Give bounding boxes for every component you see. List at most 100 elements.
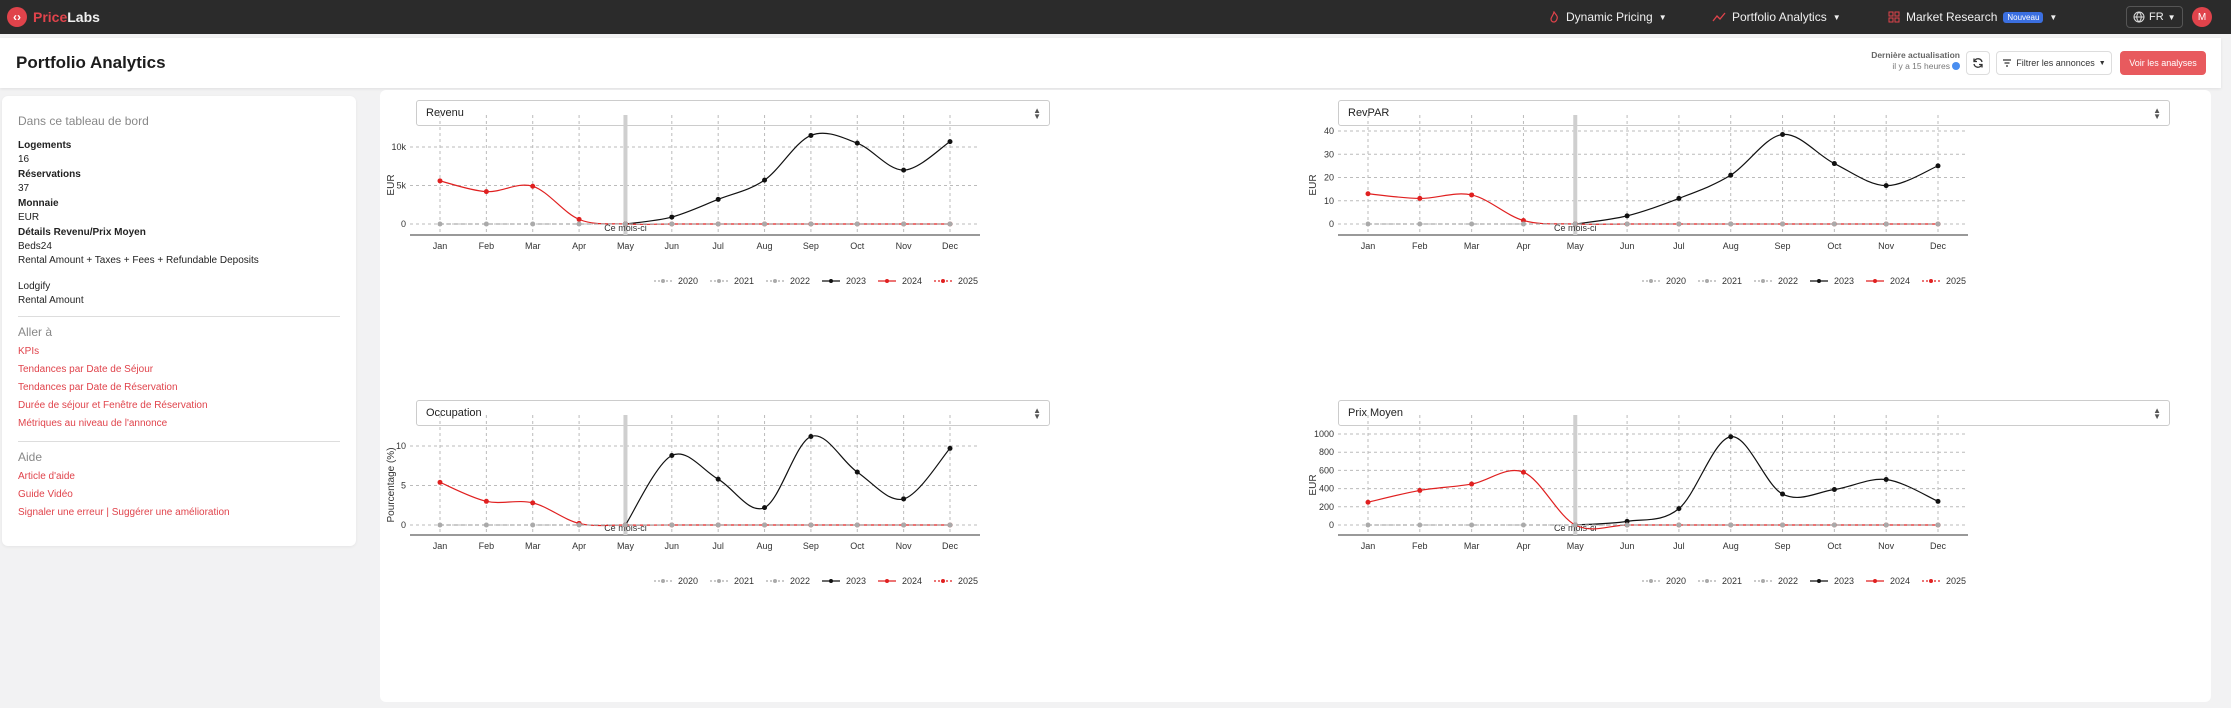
y-tick-label: 600 [1319,465,1334,475]
series-line-2024 [1367,470,1938,530]
data-point-2024 [1365,191,1371,197]
current-month-marker [623,415,628,535]
metric-select-label: RevPAR [1348,107,1390,119]
y-axis-label: Pourcentage (%) [386,447,397,522]
data-point-2023 [1624,518,1630,524]
legend-marker-2024 [1873,579,1877,583]
legend-marker-2021 [717,579,721,583]
legend-label-2023: 2023 [846,576,866,586]
filter-listings-label: Filtrer les annonces [2016,58,2095,68]
data-point-2025 [1572,522,1578,528]
data-point-2025 [622,522,628,528]
data-point-2024 [1469,192,1475,198]
monnaie-value: EUR [18,212,40,223]
data-point-2025 [1520,221,1526,227]
user-avatar[interactable]: M [2192,7,2212,27]
y-tick-label: 0 [401,520,406,530]
metric-select-label: Prix Moyen [1348,407,1404,419]
logo-icon: ‹› [7,7,27,27]
link-los-booking-window[interactable]: Durée de séjour et Fenêtre de Réservatio… [18,400,208,411]
data-point-2025 [1520,522,1526,528]
page-title: Portfolio Analytics [16,53,166,72]
x-tick-label: Feb [479,241,495,251]
data-point-2023 [1831,487,1837,493]
metric-select-revenue[interactable]: Revenu ▲ ▼ [416,100,1050,126]
data-point-2024 [483,498,489,504]
x-tick-label: Apr [1516,241,1530,251]
nav-dynamic-pricing[interactable]: Dynamic Pricing ▼ [1548,0,1667,34]
current-month-marker [623,115,628,235]
metric-select-avg-price[interactable]: Prix Moyen ▲ ▼ [1338,400,2170,426]
data-point-2025 [1780,221,1786,227]
legend-label-2025: 2025 [958,576,978,586]
x-tick-label: Apr [1516,541,1530,551]
reservations-value: 37 [18,183,30,194]
filter-listings-button[interactable]: Filtrer les annonces ▼ [1996,51,2112,75]
x-tick-label: Nov [896,541,913,551]
x-tick-label: May [617,241,635,251]
x-tick-label: Mar [1464,241,1480,251]
x-tick-label: Dec [1930,241,1947,251]
legend-label-2021: 2021 [1722,576,1742,586]
data-point-2025 [483,221,489,227]
data-point-2025 [1831,221,1837,227]
refresh-button[interactable] [1966,51,1990,75]
link-stay-date-trends[interactable]: Tendances par Date de Séjour [18,364,154,375]
data-point-2024 [576,216,582,222]
pricelabs-logo[interactable]: ‹› PriceLabs [7,7,100,27]
info-icon[interactable] [1952,62,1960,70]
data-point-2025 [947,522,953,528]
legend-label-2023: 2023 [1834,576,1854,586]
y-tick-label: 800 [1319,447,1334,457]
nav-portfolio-analytics[interactable]: Portfolio Analytics ▼ [1712,0,1841,34]
y-tick-label: 10 [1324,196,1334,206]
metric-select-revpar[interactable]: RevPAR ▲ ▼ [1338,100,2170,126]
current-month-label: Ce mois-ci [1554,223,1597,233]
legend-marker-2021 [1705,579,1709,583]
x-tick-label: Feb [1412,241,1428,251]
nav-market-research[interactable]: Market Research Nouveau ▼ [1888,0,2057,34]
details-desc-2: Rental Amount [18,295,84,306]
language-selector[interactable]: FR ▼ [2126,6,2183,28]
see-analyses-button[interactable]: Voir les analyses [2120,51,2206,75]
data-point-2025 [1831,522,1837,528]
data-point-2025 [1728,522,1734,528]
data-point-2024 [483,189,489,195]
select-arrows-icon: ▲ ▼ [2153,106,2161,121]
data-point-2023 [715,476,721,482]
data-point-2023 [1883,183,1889,189]
link-video-guide[interactable]: Guide Vidéo [18,489,73,500]
select-arrows-icon: ▲ ▼ [1033,406,1041,421]
link-kpis[interactable]: KPIs [18,346,40,357]
data-point-2024 [1520,469,1526,475]
y-tick-label: 40 [1324,126,1334,136]
legend-marker-2022 [1761,579,1765,583]
x-tick-label: Oct [850,241,865,251]
charts-area: Revenu ▲ ▼ RevPAR ▲ ▼ Occupation ▲ ▼ Prix M… [380,90,2211,702]
x-tick-label: May [617,541,635,551]
data-point-2023 [808,434,814,440]
revenue-chart: 0 5k 10k Jan Feb Mar Apr May Jun Jul Aug Sep Oct Nov D… [386,115,980,286]
link-listing-metrics[interactable]: Métriques au niveau de l'annonce [18,418,168,429]
x-tick-label: Feb [479,541,495,551]
link-report-error[interactable]: Signaler une erreur | Suggérer une améli… [18,507,230,518]
legend-marker-2021 [717,279,721,283]
legend-marker-2023 [829,279,833,283]
legend-marker-2020 [661,279,665,283]
data-point-2025 [762,221,768,227]
legend-marker-2021 [1705,279,1709,283]
link-booking-date-trends[interactable]: Tendances par Date de Réservation [18,382,178,393]
series-line-2023 [624,435,951,526]
legend-label-2021: 2021 [734,576,754,586]
x-tick-label: Jun [665,241,680,251]
chevron-down-icon: ▼ [2049,12,2058,22]
legend-label-2020: 2020 [1666,276,1686,286]
x-tick-label: Jan [1361,541,1376,551]
data-point-2025 [854,221,860,227]
series-line-2023 [1575,436,1939,526]
data-point-2025 [808,221,814,227]
data-point-2025 [762,522,768,528]
x-tick-label: Mar [525,541,541,551]
x-tick-label: Oct [1827,541,1842,551]
link-help-article[interactable]: Article d'aide [18,471,75,482]
